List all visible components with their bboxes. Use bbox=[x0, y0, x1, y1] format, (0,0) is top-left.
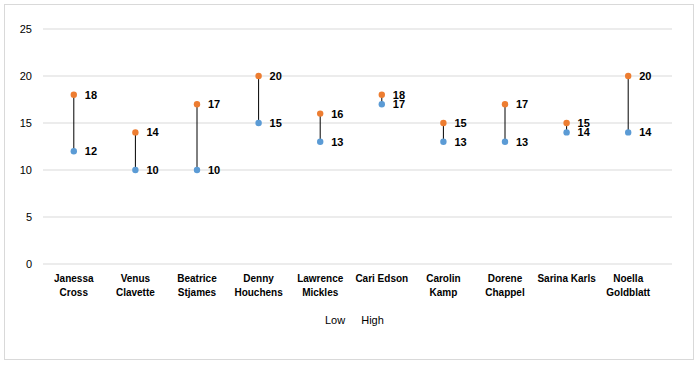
y-tick-label: 20 bbox=[20, 70, 32, 82]
point bbox=[563, 120, 569, 126]
data-label: 14 bbox=[639, 126, 652, 138]
data-label: 13 bbox=[331, 136, 343, 148]
chart-border bbox=[5, 5, 694, 360]
range-line bbox=[320, 114, 321, 142]
range-line bbox=[258, 76, 259, 123]
data-label: 10 bbox=[208, 164, 220, 176]
x-tick-label: DoreneChappel bbox=[485, 273, 525, 298]
point bbox=[502, 139, 508, 145]
y-tick-label: 25 bbox=[20, 23, 32, 35]
data-label: 13 bbox=[516, 136, 528, 148]
point bbox=[71, 148, 77, 154]
chart: 0 5 10 15 20 25 JanessaCross VenusClavette Beatr… bbox=[0, 0, 698, 365]
data-labels: 1210101513171313141418141720161815171520 bbox=[85, 70, 653, 176]
point bbox=[625, 129, 631, 135]
point bbox=[379, 92, 385, 98]
point bbox=[132, 129, 138, 135]
plot-area bbox=[71, 73, 632, 173]
point bbox=[255, 73, 261, 79]
data-label: 17 bbox=[208, 98, 220, 110]
point bbox=[502, 101, 508, 107]
data-label: 15 bbox=[270, 117, 282, 129]
range-line bbox=[628, 76, 629, 132]
point bbox=[440, 120, 446, 126]
data-label: 18 bbox=[393, 89, 405, 101]
point bbox=[194, 101, 200, 107]
y-tick-label: 15 bbox=[20, 117, 32, 129]
data-label: 16 bbox=[331, 108, 343, 120]
x-tick-label: CarolinKamp bbox=[426, 273, 460, 298]
data-label: 17 bbox=[516, 98, 528, 110]
data-label: 20 bbox=[270, 70, 282, 82]
range-line bbox=[505, 104, 506, 142]
grid-line bbox=[43, 217, 672, 218]
point bbox=[625, 73, 631, 79]
data-label: 14 bbox=[146, 126, 159, 138]
point bbox=[255, 120, 261, 126]
point bbox=[71, 92, 77, 98]
data-label: 10 bbox=[146, 164, 158, 176]
x-tick-label: VenusClavette bbox=[116, 273, 155, 298]
range-line bbox=[73, 95, 74, 151]
grid-line bbox=[43, 264, 672, 265]
point bbox=[379, 101, 385, 107]
grid-line bbox=[43, 29, 672, 30]
data-label: 12 bbox=[85, 145, 97, 157]
point bbox=[132, 167, 138, 173]
data-label: 15 bbox=[578, 117, 590, 129]
data-label: 13 bbox=[454, 136, 466, 148]
grid-line bbox=[43, 76, 672, 77]
data-label: 15 bbox=[454, 117, 466, 129]
y-tick-label: 10 bbox=[20, 164, 32, 176]
x-tick-label: NoellaGoldblatt bbox=[606, 273, 651, 298]
y-tick-label: 5 bbox=[26, 211, 32, 223]
x-tick-label: Cari Edson bbox=[355, 273, 408, 284]
legend-entry: Low bbox=[325, 314, 345, 326]
point bbox=[440, 139, 446, 145]
x-tick-label: BeatriceStjames bbox=[177, 273, 217, 298]
x-tick-label: DennyHouchens bbox=[234, 273, 283, 298]
data-label: 18 bbox=[85, 89, 97, 101]
range-line bbox=[197, 104, 198, 170]
point bbox=[317, 110, 323, 116]
point bbox=[194, 167, 200, 173]
point bbox=[563, 129, 569, 135]
x-tick-label: JanessaCross bbox=[54, 273, 94, 298]
x-tick-label: LawrenceMickles bbox=[297, 273, 344, 298]
legend-entry: High bbox=[361, 314, 384, 326]
range-line bbox=[135, 132, 136, 170]
y-tick-label: 0 bbox=[26, 258, 32, 270]
point bbox=[317, 139, 323, 145]
x-tick-label: Sarina Karls bbox=[537, 273, 596, 284]
data-label: 20 bbox=[639, 70, 651, 82]
